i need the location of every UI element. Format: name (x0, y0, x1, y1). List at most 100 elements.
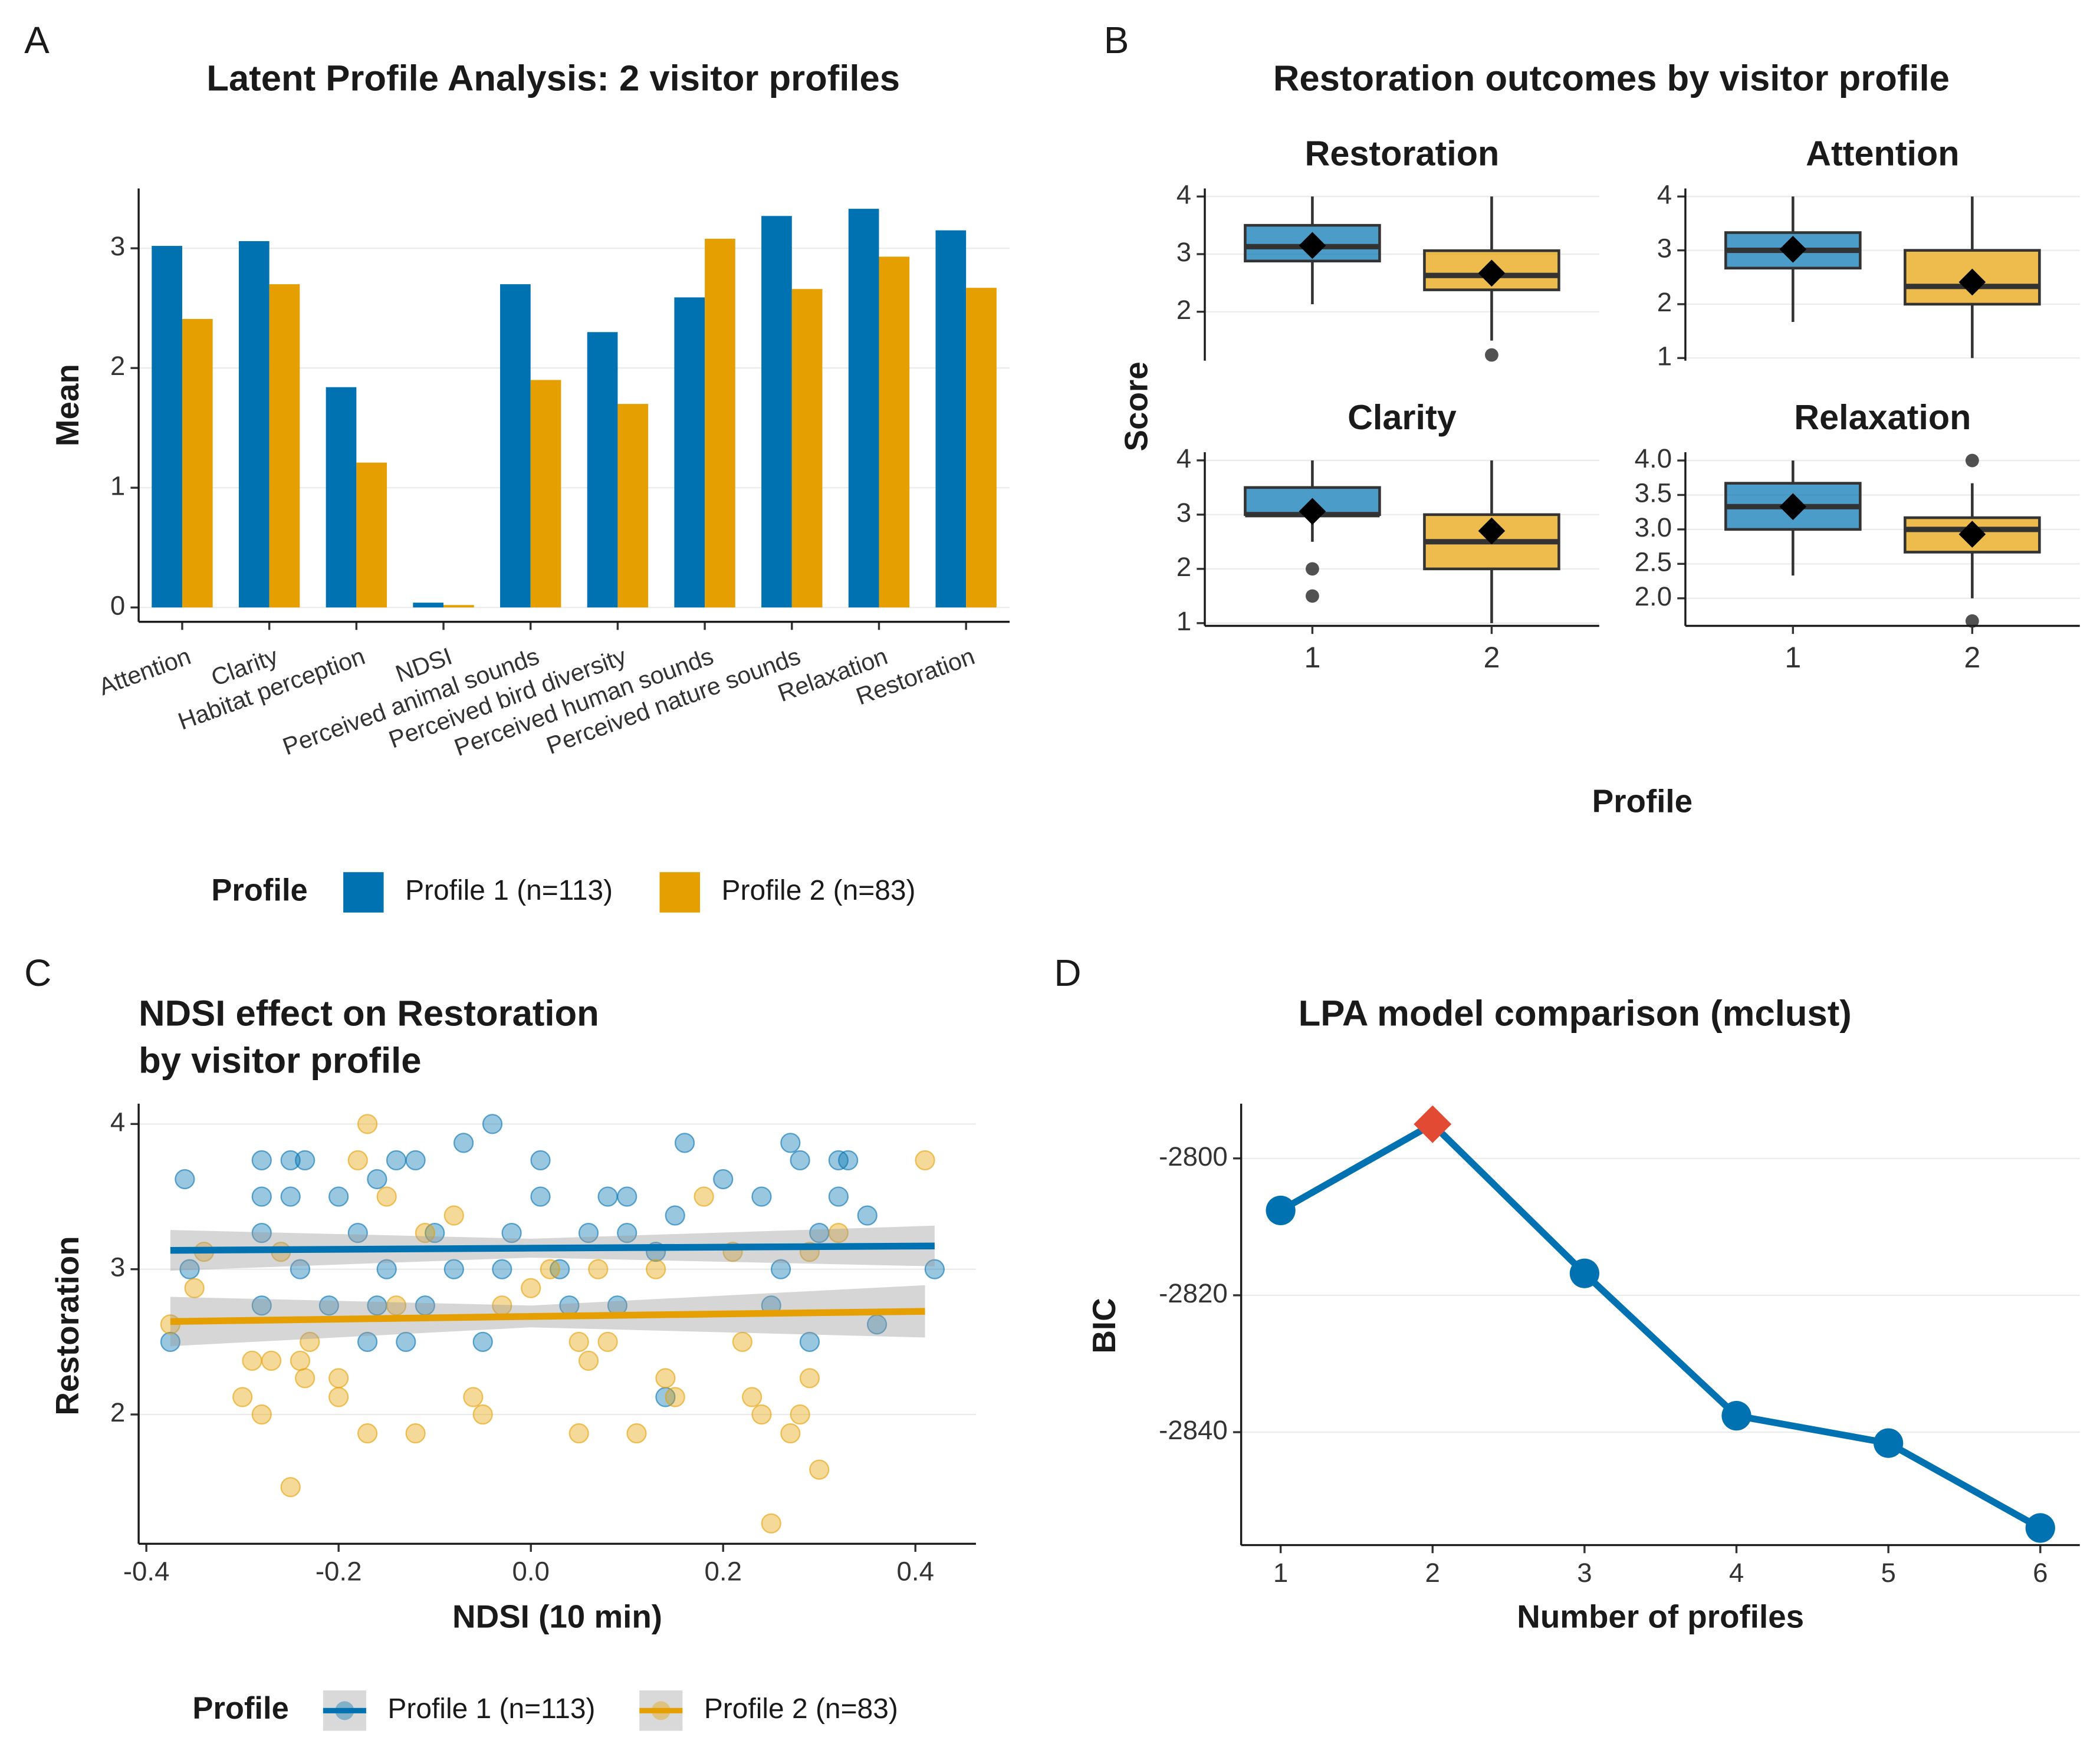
y-tick-label: 4 (1176, 443, 1191, 473)
point (1569, 1258, 1599, 1288)
point (1874, 1428, 1904, 1458)
point (251, 1295, 272, 1316)
x-tick-label: 2 (1425, 1558, 1440, 1588)
point (280, 1150, 301, 1171)
point (617, 1186, 637, 1207)
point (261, 1350, 282, 1371)
mean-marker (1958, 521, 1986, 548)
line (1279, 1120, 2042, 1531)
point (232, 1387, 253, 1407)
point (300, 1331, 320, 1352)
y-tick-label: 2.0 (1635, 581, 1672, 611)
point (280, 1186, 301, 1207)
y-tick-label: 2 (1657, 287, 1672, 317)
point (290, 1350, 311, 1371)
panel-label: D (1054, 952, 1081, 994)
x-tick-label: Attention (95, 642, 194, 700)
point (405, 1150, 426, 1171)
point (799, 1368, 820, 1389)
point (915, 1150, 935, 1171)
bar (326, 387, 357, 608)
y-tick-label: 1 (110, 471, 125, 501)
y-tick-label: 3.0 (1635, 512, 1672, 542)
point (405, 1423, 426, 1444)
legend-title: Profile (211, 873, 307, 907)
point (376, 1259, 397, 1279)
bar (966, 288, 997, 608)
point (463, 1387, 484, 1407)
bar (152, 246, 182, 608)
bar (182, 318, 213, 608)
outlier (1306, 589, 1319, 603)
x-axis-title: NDSI (10 min) (452, 1598, 662, 1635)
point (578, 1222, 599, 1243)
bar (238, 241, 270, 608)
point (761, 1513, 781, 1534)
outlier (1965, 453, 1979, 468)
point (386, 1295, 407, 1316)
point (318, 1295, 340, 1316)
y-tick-label: 4 (1657, 179, 1672, 209)
y-tick-label: 1 (1657, 341, 1672, 371)
point (655, 1368, 676, 1389)
bar (617, 404, 649, 608)
y-tick-label: 2 (1176, 295, 1191, 325)
y-tick-label: -2820 (1159, 1278, 1228, 1308)
facet-title: Clarity (1348, 397, 1457, 437)
point (828, 1186, 849, 1207)
point (857, 1205, 878, 1226)
mean-marker (1779, 493, 1807, 521)
point (179, 1259, 200, 1279)
chart-title: by visitor profile (139, 1041, 421, 1081)
point (713, 1169, 734, 1190)
point (251, 1150, 272, 1171)
point (588, 1259, 609, 1279)
legend-key (659, 872, 700, 913)
y-tick-label: 3 (1657, 233, 1672, 264)
chart-title: NDSI effect on Restoration (139, 993, 599, 1034)
bar (935, 230, 967, 608)
bar (500, 284, 531, 608)
x-tick-label: 6 (2033, 1558, 2048, 1588)
point (568, 1331, 589, 1352)
point (790, 1404, 810, 1425)
y-axis-title: Mean (49, 364, 86, 446)
x-tick-label: -0.4 (123, 1557, 170, 1587)
outlier (1965, 614, 1979, 628)
x-tick-label: 5 (1881, 1558, 1895, 1588)
bar (791, 289, 823, 608)
point (530, 1186, 551, 1207)
point (2025, 1513, 2055, 1543)
chart-title: Latent Profile Analysis: 2 visitor profi… (206, 58, 900, 98)
point (1266, 1195, 1296, 1226)
bar (674, 297, 705, 608)
point (242, 1350, 262, 1371)
y-tick-label: 1 (1176, 606, 1191, 636)
y-tick-label: 3 (110, 231, 125, 261)
mean-marker (1478, 259, 1506, 287)
point (799, 1331, 820, 1352)
point (530, 1150, 551, 1171)
point (280, 1477, 301, 1498)
bar (761, 216, 792, 608)
y-tick-label: 4.0 (1635, 443, 1672, 473)
mean-marker (1478, 517, 1506, 545)
highlight-marker (1414, 1105, 1452, 1143)
point (472, 1404, 493, 1425)
bar (587, 332, 618, 608)
chart-title: Restoration outcomes by visitor profile (1273, 58, 1950, 98)
point (328, 1387, 349, 1407)
point (482, 1114, 503, 1134)
x-tick-label: 2 (1483, 641, 1500, 674)
point (357, 1114, 378, 1134)
bar (269, 284, 300, 608)
point (396, 1331, 416, 1352)
point (780, 1423, 801, 1444)
point (751, 1404, 772, 1425)
x-tick-label: 2 (1964, 641, 1980, 674)
point (809, 1459, 830, 1480)
point (568, 1423, 589, 1444)
panel-label: B (1104, 19, 1129, 61)
x-tick-label: 0.0 (512, 1557, 549, 1587)
point (290, 1259, 311, 1279)
